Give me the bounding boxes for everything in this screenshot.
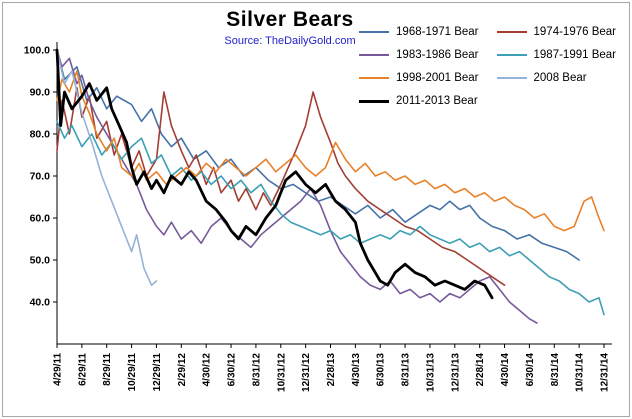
series-line-1974-1976-bear xyxy=(56,87,506,287)
series-line-1968-1971-bear xyxy=(56,49,580,261)
x-axis-label: 12/31/13 xyxy=(450,353,461,392)
x-axis-label: 8/31/14 xyxy=(550,353,561,387)
legend-line-swatch-1974-1976-bear xyxy=(496,31,527,33)
x-axis-label: 6/30/13 xyxy=(376,353,387,387)
x-axis-label: 10/31/13 xyxy=(425,353,436,392)
legend-label-1974-1976-bear: 1974-1976 Bear xyxy=(533,26,616,38)
legend-label-1968-1971-bear: 1968-1971 Bear xyxy=(396,26,479,38)
x-axis-label: 10/29/11 xyxy=(127,353,138,392)
x-axis-label: 4/30/13 xyxy=(351,353,362,387)
legend-item-1974-1976-bear: 1974-1976 Bear xyxy=(496,26,616,38)
x-axis-label: 6/29/11 xyxy=(77,353,88,386)
legend-line-swatch-2008-bear xyxy=(496,77,527,79)
legend-line-swatch-1983-1986-bear xyxy=(359,54,390,56)
x-axis-label: 8/31/12 xyxy=(251,353,262,387)
legend-label-2008-bear: 2008 Bear xyxy=(533,72,587,84)
legend-line-swatch-1968-1971-bear xyxy=(359,31,390,33)
x-axis-label: 10/31/12 xyxy=(276,353,287,392)
legend-item-1983-1986-bear: 1983-1986 Bear xyxy=(359,49,479,61)
y-axis-label: 40.0 xyxy=(30,297,51,309)
x-axis-label: 12/31/12 xyxy=(301,353,312,392)
y-axis-label: 60.0 xyxy=(30,213,51,225)
y-axis-label: 80.0 xyxy=(30,129,51,141)
legend-label-2011-2013-bear: 2011-2013 Bear xyxy=(396,95,478,107)
series-line-2011-2013-bear xyxy=(55,48,494,300)
chart-legend: 1968-1971 Bear 1974-1976 Bear 1983-1986 Be… xyxy=(359,26,616,107)
x-axis-label: 4/30/14 xyxy=(500,353,511,387)
x-axis-label: 8/29/11 xyxy=(102,353,113,386)
y-axis-label: 50.0 xyxy=(30,255,51,267)
legend-label-1983-1986-bear: 1983-1986 Bear xyxy=(396,49,479,61)
x-axis-label: 2/28/13 xyxy=(326,353,337,387)
x-axis-label: 4/29/11 xyxy=(53,353,64,386)
y-axis-label: 70.0 xyxy=(30,171,51,183)
legend-line-swatch-1998-2001-bear xyxy=(359,77,390,79)
legend-item-2008-bear: 2008 Bear xyxy=(496,72,616,84)
legend-label-1987-1991-bear: 1987-1991 Bear xyxy=(533,49,616,61)
x-axis-label: 2/29/12 xyxy=(177,353,188,387)
series-line-1987-1991-bear xyxy=(56,120,605,316)
y-axis-label: 100.0 xyxy=(24,45,50,57)
legend-item-1987-1991-bear: 1987-1991 Bear xyxy=(496,49,616,61)
legend-item-1968-1971-bear: 1968-1971 Bear xyxy=(359,26,479,38)
chart-source: Source: TheDailyGold.com xyxy=(224,35,356,47)
series-line-2008-bear xyxy=(56,49,158,287)
x-axis-label: 10/31/14 xyxy=(575,353,586,392)
legend-item-2011-2013-bear: 2011-2013 Bear xyxy=(359,95,478,107)
legend-item-1998-2001-bear: 1998-2001 Bear xyxy=(359,72,479,84)
y-axis-label: 90.0 xyxy=(30,87,51,99)
legend-label-1998-2001-bear: 1998-2001 Bear xyxy=(396,72,479,84)
x-axis-label: 12/31/14 xyxy=(600,353,611,392)
chart-title: Silver Bears xyxy=(226,8,354,31)
legend-line-swatch-1987-1991-bear xyxy=(496,54,527,56)
x-axis-label: 12/29/11 xyxy=(152,353,163,392)
x-axis-label: 6/30/14 xyxy=(525,353,536,387)
legend-line-swatch-2011-2013-bear xyxy=(359,99,390,103)
x-axis-label: 8/31/13 xyxy=(401,353,412,387)
x-axis-label: 2/28/14 xyxy=(475,353,486,387)
x-axis-label: 6/30/12 xyxy=(227,353,238,387)
x-axis-label: 4/30/12 xyxy=(202,353,213,387)
series-line-1998-2001-bear xyxy=(56,70,605,232)
